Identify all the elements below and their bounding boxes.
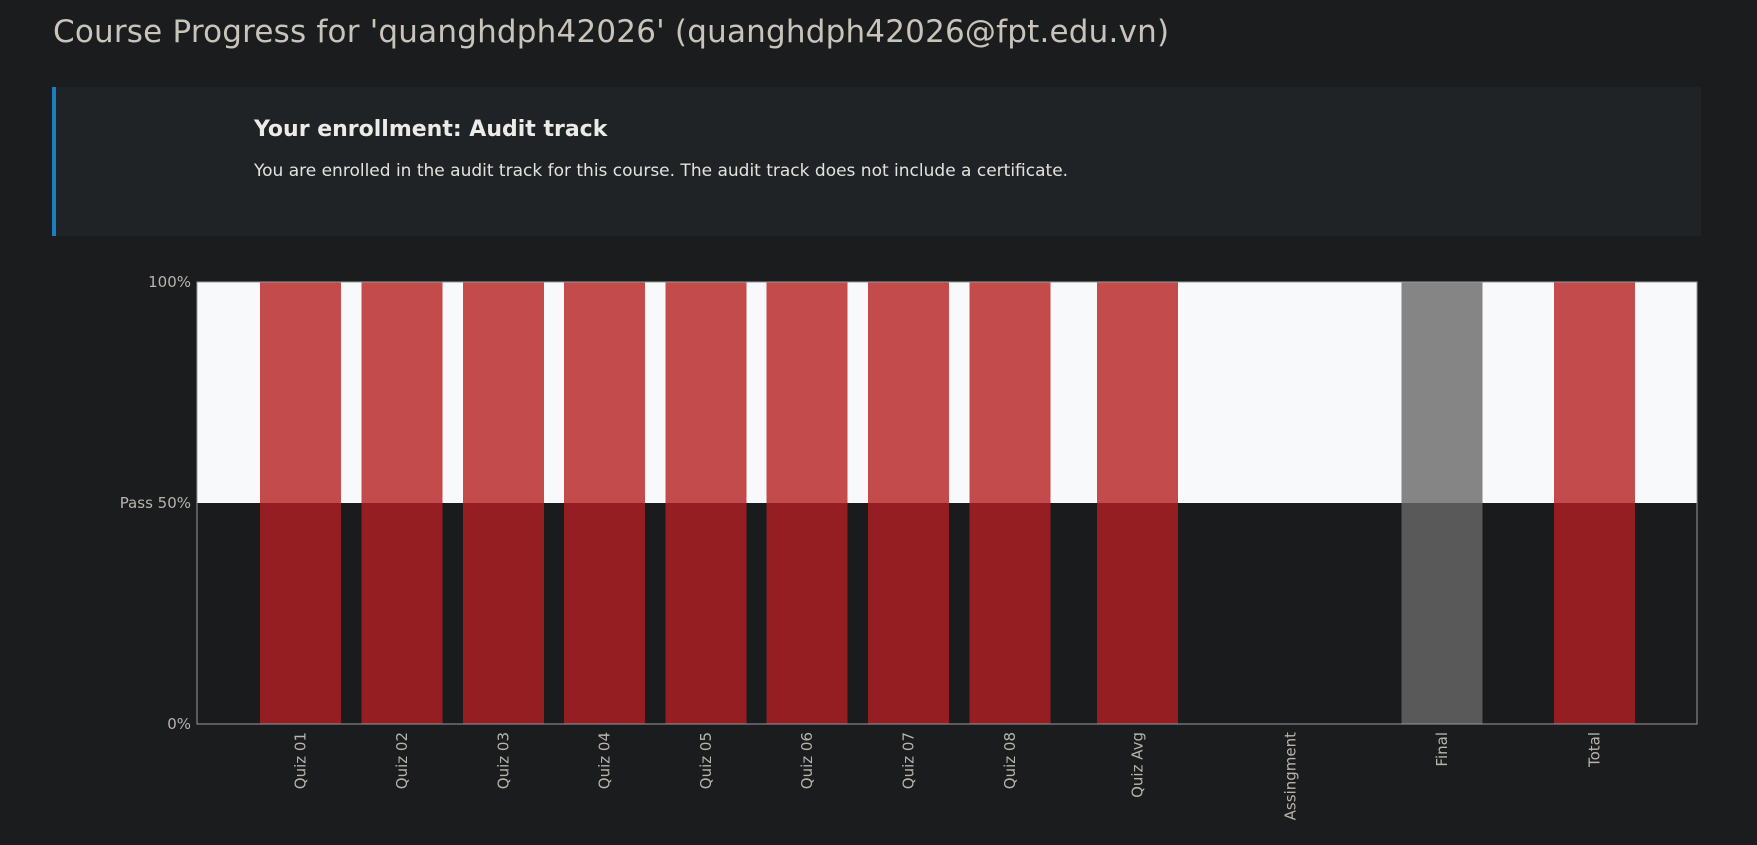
bar-final	[1401, 282, 1483, 724]
bar-quiz-03	[463, 282, 544, 724]
bars	[260, 282, 1635, 724]
bar-quiz-05-lower	[665, 503, 747, 724]
x-tick-label: Total	[1586, 732, 1604, 768]
bar-quiz-03-lower	[463, 503, 544, 724]
bar-quiz-08-lower	[969, 503, 1051, 724]
bar-quiz-avg	[1097, 282, 1178, 724]
bar-quiz-04	[564, 282, 645, 724]
grade-chart-svg: 100%Pass 50%0% Quiz 01 Quiz 02 Quiz 03 Quiz…	[120, 273, 1698, 820]
x-tick-label: Quiz 03	[495, 732, 513, 789]
bar-total	[1554, 282, 1635, 724]
bar-total-lower	[1554, 503, 1635, 724]
page-title: Course Progress for 'quanghdph42026' (qu…	[53, 14, 1170, 50]
bar-quiz-02-lower	[361, 503, 443, 724]
bar-quiz-08	[969, 282, 1051, 724]
bar-quiz-04-lower	[564, 503, 645, 724]
bar-quiz-03-upper	[463, 282, 544, 503]
x-tick-label: Final	[1433, 732, 1451, 767]
y-axis: 100% Pass 50% 0%	[120, 273, 191, 733]
bar-quiz-04-upper	[564, 282, 645, 503]
bar-quiz-06-upper	[766, 282, 848, 503]
x-tick-label: Quiz 08	[1001, 732, 1019, 789]
bar-quiz-05	[665, 282, 747, 724]
y-tick-label: 0%	[167, 715, 191, 733]
bar-quiz-02	[361, 282, 443, 724]
y-tick-label: 100%	[148, 273, 191, 291]
x-tick-label: Quiz 01	[292, 732, 310, 789]
bar-quiz-avg-upper	[1097, 282, 1178, 503]
y-tick-label: Pass 50%	[120, 494, 191, 512]
x-tick-label: Assingment	[1282, 732, 1300, 820]
x-axis: Quiz 01 Quiz 02 Quiz 03 Quiz 04 Quiz 05 Quiz …	[292, 732, 1604, 820]
enrollment-banner: Your enrollment: Audit track You are enr…	[52, 87, 1701, 236]
bar-quiz-01-upper	[260, 282, 341, 503]
grade-chart: 100% Pass 50% 0% Quiz 01 Quiz 02 Quiz 03 Quiz…	[0, 250, 1757, 845]
bar-quiz-05-upper	[665, 282, 747, 503]
bar-quiz-07	[868, 282, 949, 724]
x-tick-label: Quiz 04	[596, 732, 614, 789]
enrollment-heading: Your enrollment: Audit track	[254, 117, 608, 142]
enrollment-message: You are enrolled in the audit track for …	[254, 161, 1069, 181]
bar-quiz-06-lower	[766, 503, 848, 724]
bar-quiz-06	[766, 282, 848, 724]
bar-quiz-07-lower	[868, 503, 949, 724]
x-tick-label: Quiz 05	[697, 732, 715, 789]
bar-quiz-02-upper	[361, 282, 443, 503]
bar-quiz-01-lower	[260, 503, 341, 724]
plot-frame	[196, 281, 1698, 725]
x-tick-label: Quiz Avg	[1129, 732, 1147, 798]
bar-quiz-07-upper	[868, 282, 949, 503]
bar-quiz-01	[260, 282, 341, 724]
bar-quiz-avg-lower	[1097, 503, 1178, 724]
x-tick-label: Quiz 02	[393, 732, 411, 789]
x-tick-label: Quiz 07	[900, 732, 918, 789]
x-tick-label: Quiz 06	[798, 732, 816, 789]
bar-final-lower	[1401, 503, 1483, 724]
bar-final-upper	[1401, 282, 1483, 503]
bar-total-upper	[1554, 282, 1635, 503]
bar-quiz-08-upper	[969, 282, 1051, 503]
